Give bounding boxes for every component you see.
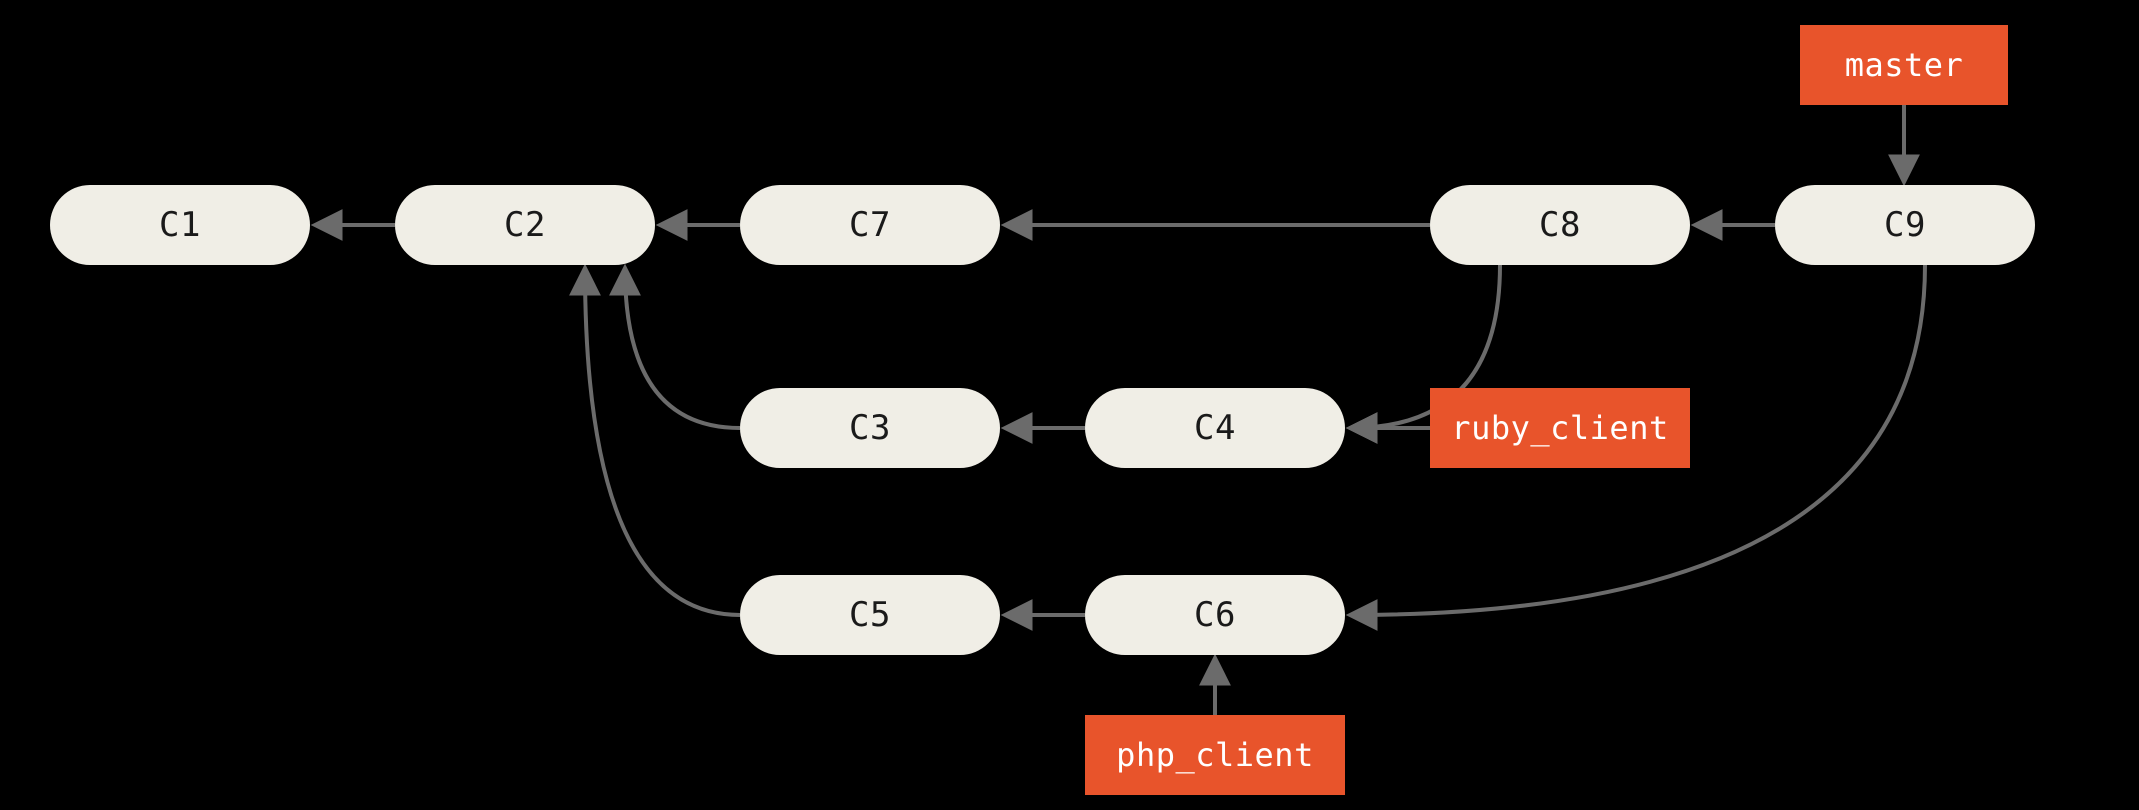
branch-php-client: php_client — [1085, 715, 1345, 795]
commit-c2: C2 — [395, 185, 655, 265]
commit-label: C9 — [1884, 205, 1926, 245]
commit-c8: C8 — [1430, 185, 1690, 265]
branch-label: ruby_client — [1451, 409, 1668, 447]
commit-c3: C3 — [740, 388, 1000, 468]
edges-layer — [0, 0, 2139, 810]
branch-label: php_client — [1116, 736, 1314, 774]
commit-label: C8 — [1539, 205, 1581, 245]
branch-label: master — [1845, 46, 1964, 84]
git-graph-canvas: C1 C2 C7 C8 C9 C3 C4 C5 C6 master ruby_c… — [0, 0, 2139, 810]
commit-label: C1 — [159, 205, 201, 245]
branch-ruby-client: ruby_client — [1430, 388, 1690, 468]
commit-label: C6 — [1194, 595, 1236, 635]
commit-c9: C9 — [1775, 185, 2035, 265]
commit-label: C5 — [849, 595, 891, 635]
commit-c7: C7 — [740, 185, 1000, 265]
commit-c6: C6 — [1085, 575, 1345, 655]
commit-c4: C4 — [1085, 388, 1345, 468]
commit-c1: C1 — [50, 185, 310, 265]
commit-label: C4 — [1194, 408, 1236, 448]
commit-c5: C5 — [740, 575, 1000, 655]
commit-label: C2 — [504, 205, 546, 245]
branch-master: master — [1800, 25, 2008, 105]
commit-label: C3 — [849, 408, 891, 448]
commit-label: C7 — [849, 205, 891, 245]
